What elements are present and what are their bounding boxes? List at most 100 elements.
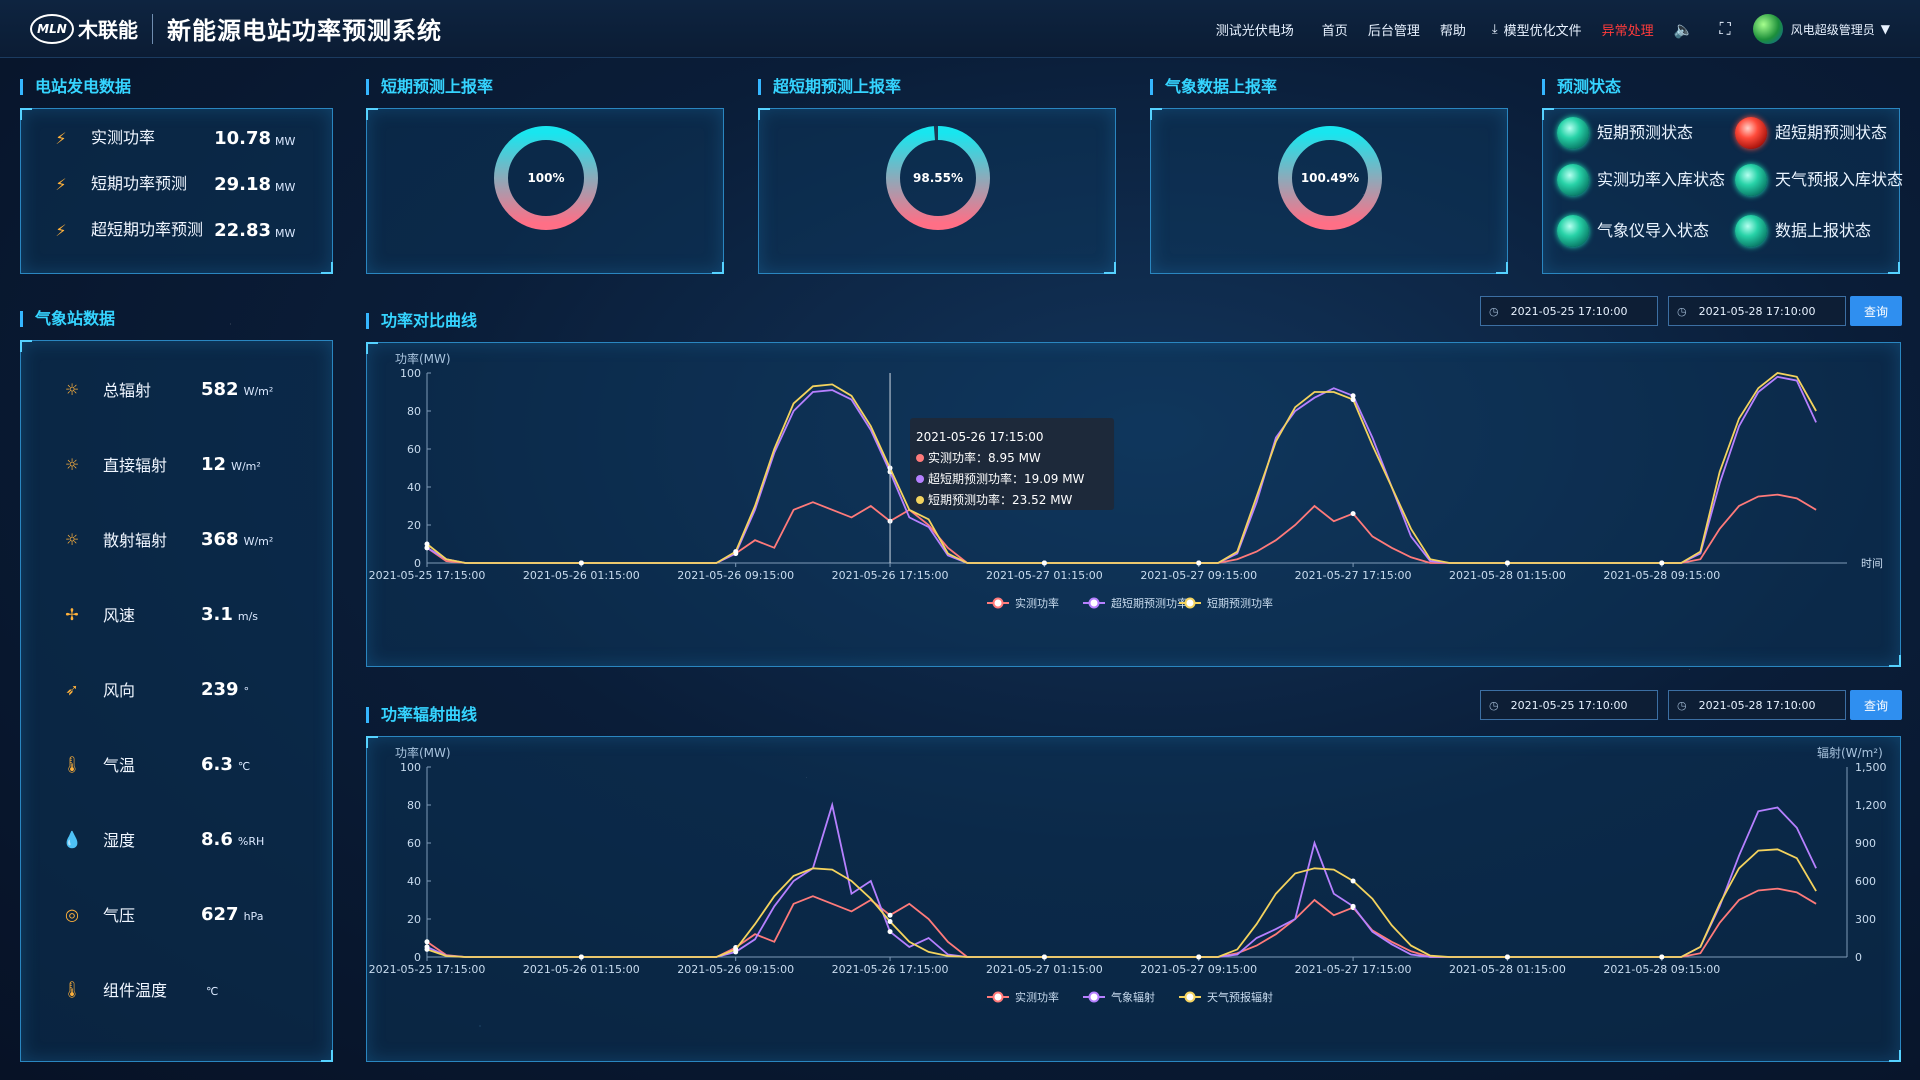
power-start-date[interactable]: ◷ 2021-05-25 17:10:00 <box>1480 296 1658 326</box>
weather-label: 气压 <box>103 906 136 925</box>
x-tick-label: 2021-05-26 17:15:00 <box>832 569 949 582</box>
status-forecast-storage: 天气预报入库状态 <box>1735 164 1913 196</box>
ultra-rate-value: 98.55% <box>913 171 963 185</box>
weather-row: ☼ 散射辐射 368 W/m² <box>21 519 332 559</box>
clock-icon: ◷ <box>1677 304 1687 318</box>
power-chart-panel: 功率(MW) 0 20 40 60 80 100 时间 2021-05-25 17:15:00 2… <box>366 342 1901 667</box>
status-short: 短期预测状态 <box>1557 117 1735 149</box>
user-name[interactable]: 风电超级管理员 <box>1790 22 1875 37</box>
radiation-icon: ☼ <box>64 454 80 474</box>
weather-row: 🌡 气温 6.3 ℃ <box>21 744 332 784</box>
weather-unit: W/m² <box>231 460 261 473</box>
weather-row: 🌡 组件温度 ℃ <box>21 969 332 1009</box>
data-point <box>1350 903 1356 909</box>
legend-label: 气象辐射 <box>1111 990 1155 1004</box>
power-end-date[interactable]: ◷ 2021-05-28 17:10:00 <box>1668 296 1846 326</box>
power-query-button[interactable]: 查询 <box>1850 296 1902 326</box>
fan-icon: ✢ <box>65 604 79 624</box>
weather-label: 总辐射 <box>103 381 152 400</box>
avatar[interactable] <box>1752 14 1783 44</box>
series-line <box>426 801 1817 958</box>
status-label: 短期预测状态 <box>1597 123 1694 142</box>
data-point <box>1350 878 1356 884</box>
weather-label: 风速 <box>103 606 136 625</box>
nav-home[interactable]: 首页 <box>1321 23 1348 39</box>
station-unit: MW <box>275 134 296 148</box>
data-point <box>887 929 893 935</box>
data-point <box>1504 560 1510 566</box>
y-tick-label: 80 <box>407 405 421 418</box>
station-selector[interactable]: 测试光伏电场 <box>1215 23 1294 39</box>
x-tick-label: 2021-05-26 09:15:00 <box>677 569 794 582</box>
station-value: 10.78 <box>214 127 271 149</box>
x-tick-label: 2021-05-28 01:15:00 <box>1449 569 1566 582</box>
tooltip-box <box>910 418 1115 510</box>
y-tick-label: 40 <box>407 875 421 888</box>
weather-row: ☼ 直接辐射 12 W/m² <box>21 444 332 484</box>
short-rate-donut: 100% <box>491 123 601 233</box>
droplet-icon: 💧 <box>62 829 82 849</box>
weather-unit: %RH <box>237 835 265 848</box>
legend-marker <box>1088 991 1100 1003</box>
legend: 实测功率 超短期预测功率 短期预测功率 <box>987 596 1273 610</box>
radiation-end-date[interactable]: ◷ 2021-05-28 17:10:00 <box>1668 690 1846 720</box>
radiation-start-date[interactable]: ◷ 2021-05-25 17:10:00 <box>1480 690 1658 720</box>
weather-row: ◎ 气压 627 hPa <box>21 894 332 934</box>
x-tick-label: 2021-05-27 09:15:00 <box>1140 569 1257 582</box>
status-meteo-import: 气象仪导入状态 <box>1557 215 1735 247</box>
logo-text: 木联能 <box>78 18 138 42</box>
tooltip-dot <box>916 454 925 462</box>
weather-rate-donut: 100.49% <box>1275 123 1385 233</box>
nav-admin[interactable]: 后台管理 <box>1367 23 1420 39</box>
top-bar: MLN 木联能 新能源电站功率预测系统 测试光伏电场 首页 后台管理 帮助 ⤓ … <box>0 0 1920 58</box>
data-point <box>1350 397 1356 403</box>
weather-row: ➶ 风向 239 ° <box>21 669 332 709</box>
power-chart-title: 功率对比曲线 <box>366 313 477 329</box>
x-tick-label: 2021-05-28 09:15:00 <box>1603 963 1720 976</box>
radiation-query-button[interactable]: 查询 <box>1850 690 1902 720</box>
legend-marker <box>992 597 1004 609</box>
nav-model-file[interactable]: 模型优化文件 <box>1503 23 1582 39</box>
weather-value: 3.1 <box>201 603 233 625</box>
sound-icon[interactable]: 🔈 <box>1673 19 1694 39</box>
download-icon[interactable]: ⤓ <box>1491 21 1498 37</box>
station-unit: MW <box>275 180 296 194</box>
radiation-chart: 功率(MW) 0 20 40 60 80 100 辐射(W/m²) 0 300 600 900 1,20… <box>369 745 1887 1004</box>
x-tick-label: 2021-05-26 09:15:00 <box>677 963 794 976</box>
y2-tick-label: 600 <box>1855 875 1876 888</box>
logo: MLN 木联能 <box>30 13 138 44</box>
end-date-value: 2021-05-28 17:10:00 <box>1698 698 1816 712</box>
series-line <box>426 375 1817 564</box>
legend-marker <box>1184 597 1196 609</box>
tooltip-line: 实测功率：8.95 MW <box>928 450 1041 465</box>
status-label: 超短期预测状态 <box>1775 123 1888 142</box>
weather-rate-value: 100.49% <box>1300 171 1360 185</box>
chevron-down-icon[interactable]: ▼ <box>1880 22 1890 36</box>
x-tick-label: 2021-05-27 01:15:00 <box>986 963 1103 976</box>
start-date-value: 2021-05-25 17:10:00 <box>1510 698 1628 712</box>
legend-label: 短期预测功率 <box>1207 596 1273 610</box>
station-row-measured: ⚡ 实测功率 10.78 MW <box>21 118 332 158</box>
station-unit: MW <box>275 226 296 240</box>
x-tick-label: 2021-05-28 09:15:00 <box>1603 569 1720 582</box>
weather-row: ✢ 风速 3.1 m/s <box>21 594 332 634</box>
fullscreen-icon[interactable]: ⛶ <box>1719 19 1731 38</box>
radiation-chart-title: 功率辐射曲线 <box>366 707 477 723</box>
ultra-rate-panel: 98.55% <box>758 108 1116 274</box>
legend-label: 实测功率 <box>1015 990 1059 1004</box>
radiation-chart-panel: 功率(MW) 0 20 40 60 80 100 辐射(W/m²) 0 300 600 900 1,20… <box>366 736 1901 1062</box>
nav-help[interactable]: 帮助 <box>1439 23 1466 39</box>
y-axis-label: 功率(MW) <box>395 351 451 366</box>
data-point <box>424 545 430 551</box>
y2-tick-label: 300 <box>1855 913 1876 926</box>
short-rate-value: 100% <box>527 171 565 185</box>
donut-arc <box>494 126 598 230</box>
y-tick-label: 100 <box>400 367 421 380</box>
station-value: 22.83 <box>214 219 271 241</box>
station-value: 29.18 <box>214 173 271 195</box>
nav-exception[interactable]: 异常处理 <box>1601 23 1654 39</box>
top-nav: 测试光伏电场 首页 后台管理 帮助 ⤓ 模型优化文件 异常处理 🔈 ⛶ 风电超级… <box>1196 0 1920 58</box>
legend-marker <box>1184 991 1196 1003</box>
station-section-title: 电站发电数据 <box>20 79 131 95</box>
tooltip: 2021-05-26 17:15:00 实测功率：8.95 MW 超短期预测功率：1… <box>910 418 1115 510</box>
